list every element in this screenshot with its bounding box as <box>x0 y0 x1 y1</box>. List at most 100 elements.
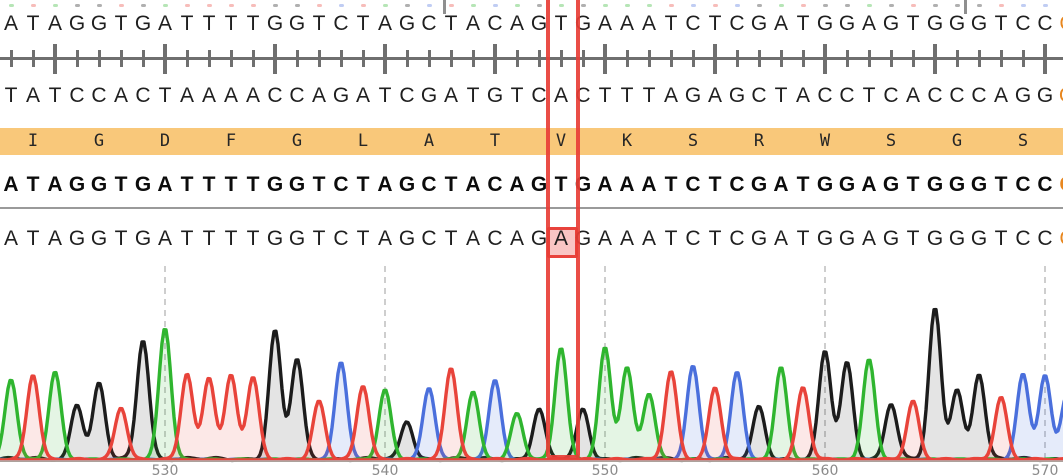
base-cell[interactable]: C <box>333 227 349 250</box>
base-cell[interactable]: C <box>729 173 745 196</box>
base-cell[interactable]: G <box>926 173 944 196</box>
base-cell[interactable]: G <box>882 227 900 250</box>
base-cell[interactable]: T <box>906 12 920 35</box>
base-cell[interactable]: G <box>838 227 856 250</box>
base-cell[interactable]: A <box>773 227 788 250</box>
base-cell[interactable]: G <box>530 227 548 250</box>
base-cell[interactable]: G <box>68 12 86 35</box>
base-cell[interactable]: T <box>26 227 40 250</box>
base-cell[interactable]: G <box>838 12 856 35</box>
base-cell[interactable]: G <box>90 173 108 196</box>
base-cell[interactable]: A <box>641 12 656 35</box>
amino-acid-cell[interactable]: G <box>93 131 105 151</box>
amino-acid-cell[interactable]: A <box>423 131 435 151</box>
base-cell[interactable]: C <box>685 227 701 250</box>
selected-base-box[interactable] <box>546 0 580 459</box>
base-cell[interactable]: T <box>180 173 194 196</box>
base-cell[interactable]: T <box>444 227 458 250</box>
base-cell[interactable]: A <box>509 173 525 196</box>
base-cell[interactable]: T <box>246 227 260 250</box>
base-cell[interactable]: G <box>882 12 900 35</box>
base-cell[interactable]: T <box>356 227 370 250</box>
base-cell[interactable]: T <box>180 227 194 250</box>
base-cell[interactable]: T <box>158 84 172 107</box>
base-cell[interactable]: A <box>377 12 392 35</box>
base-cell[interactable]: A <box>157 227 172 250</box>
amino-acid-cell[interactable]: S <box>1017 131 1029 151</box>
base-cell[interactable]: A <box>509 227 524 250</box>
base-cell[interactable]: A <box>619 173 635 196</box>
base-cell[interactable]: T <box>664 227 678 250</box>
base-cell[interactable]: C <box>729 227 745 250</box>
base-cell[interactable]: C <box>839 84 855 107</box>
base-cell[interactable]: A <box>47 227 62 250</box>
base-cell[interactable]: T <box>224 12 238 35</box>
base-cell[interactable]: C <box>531 84 547 107</box>
base-cell[interactable]: C <box>333 173 349 196</box>
base-cell[interactable]: T <box>114 173 128 196</box>
base-cell[interactable]: G <box>266 12 284 35</box>
base-cell[interactable]: G <box>750 12 768 35</box>
base-cell[interactable]: G <box>134 12 152 35</box>
amino-acid-cell[interactable]: G <box>951 131 963 151</box>
base-cell[interactable]: A <box>3 173 19 196</box>
base-cell[interactable]: G <box>486 84 504 107</box>
amino-acid-cell[interactable]: S <box>687 131 699 151</box>
base-cell[interactable]: C <box>487 12 503 35</box>
amino-acid-cell[interactable]: I <box>27 131 39 151</box>
base-cell[interactable]: T <box>708 173 722 196</box>
base-cell[interactable]: G <box>948 12 966 35</box>
base-cell[interactable]: A <box>113 84 128 107</box>
base-cell[interactable]: A <box>3 12 18 35</box>
base-cell[interactable]: C <box>69 84 85 107</box>
base-cell[interactable]: T <box>356 173 370 196</box>
base-cell[interactable]: G <box>266 173 284 196</box>
base-cell[interactable]: C <box>685 12 701 35</box>
base-cell[interactable]: C <box>1015 173 1031 196</box>
base-cell[interactable]: T <box>114 12 128 35</box>
base-cell[interactable]: T <box>994 173 1008 196</box>
base-cell[interactable]: T <box>862 84 876 107</box>
base-cell[interactable]: C <box>421 227 437 250</box>
base-cell[interactable]: T <box>246 12 260 35</box>
base-cell[interactable]: C <box>267 84 283 107</box>
base-cell[interactable]: A <box>465 227 480 250</box>
base-cell[interactable]: G <box>332 84 350 107</box>
base-cell[interactable]: T <box>26 173 40 196</box>
base-cell[interactable]: G <box>816 12 834 35</box>
base-cell[interactable]: A <box>157 12 172 35</box>
base-cell[interactable]: G <box>398 173 416 196</box>
base-cell[interactable]: C <box>883 84 899 107</box>
base-cell[interactable]: A <box>773 12 788 35</box>
base-cell[interactable]: C <box>817 84 833 107</box>
base-cell[interactable]: A <box>25 84 40 107</box>
base-cell[interactable]: T <box>774 84 788 107</box>
base-cell[interactable]: A <box>377 173 393 196</box>
base-cell[interactable]: T <box>620 84 634 107</box>
base-cell[interactable]: G <box>134 227 152 250</box>
base-cell[interactable]: G <box>970 173 988 196</box>
amino-acid-cell[interactable]: W <box>819 131 831 151</box>
base-cell[interactable]: T <box>708 12 722 35</box>
base-cell[interactable]: C <box>971 84 987 107</box>
base-cell[interactable]: G <box>288 227 306 250</box>
base-cell[interactable]: G <box>530 173 548 196</box>
amino-acid-cell[interactable]: R <box>753 131 765 151</box>
base-cell[interactable]: T <box>246 173 260 196</box>
base-cell[interactable]: G <box>530 12 548 35</box>
base-cell[interactable]: A <box>355 84 370 107</box>
base-cell[interactable]: A <box>993 84 1008 107</box>
base-cell[interactable]: C <box>333 12 349 35</box>
base-cell[interactable]: T <box>642 84 656 107</box>
base-cell[interactable]: A <box>47 173 63 196</box>
amino-acid-cell[interactable]: S <box>885 131 897 151</box>
base-cell[interactable]: T <box>598 84 612 107</box>
base-cell[interactable]: G <box>728 84 746 107</box>
base-cell[interactable]: T <box>114 227 128 250</box>
base-cell[interactable]: T <box>796 173 810 196</box>
base-cell[interactable]: C <box>289 84 305 107</box>
base-cell[interactable]: C <box>1015 12 1031 35</box>
base-cell[interactable]: T <box>510 84 524 107</box>
base-cell[interactable]: G <box>750 227 768 250</box>
base-cell[interactable]: G <box>882 173 900 196</box>
